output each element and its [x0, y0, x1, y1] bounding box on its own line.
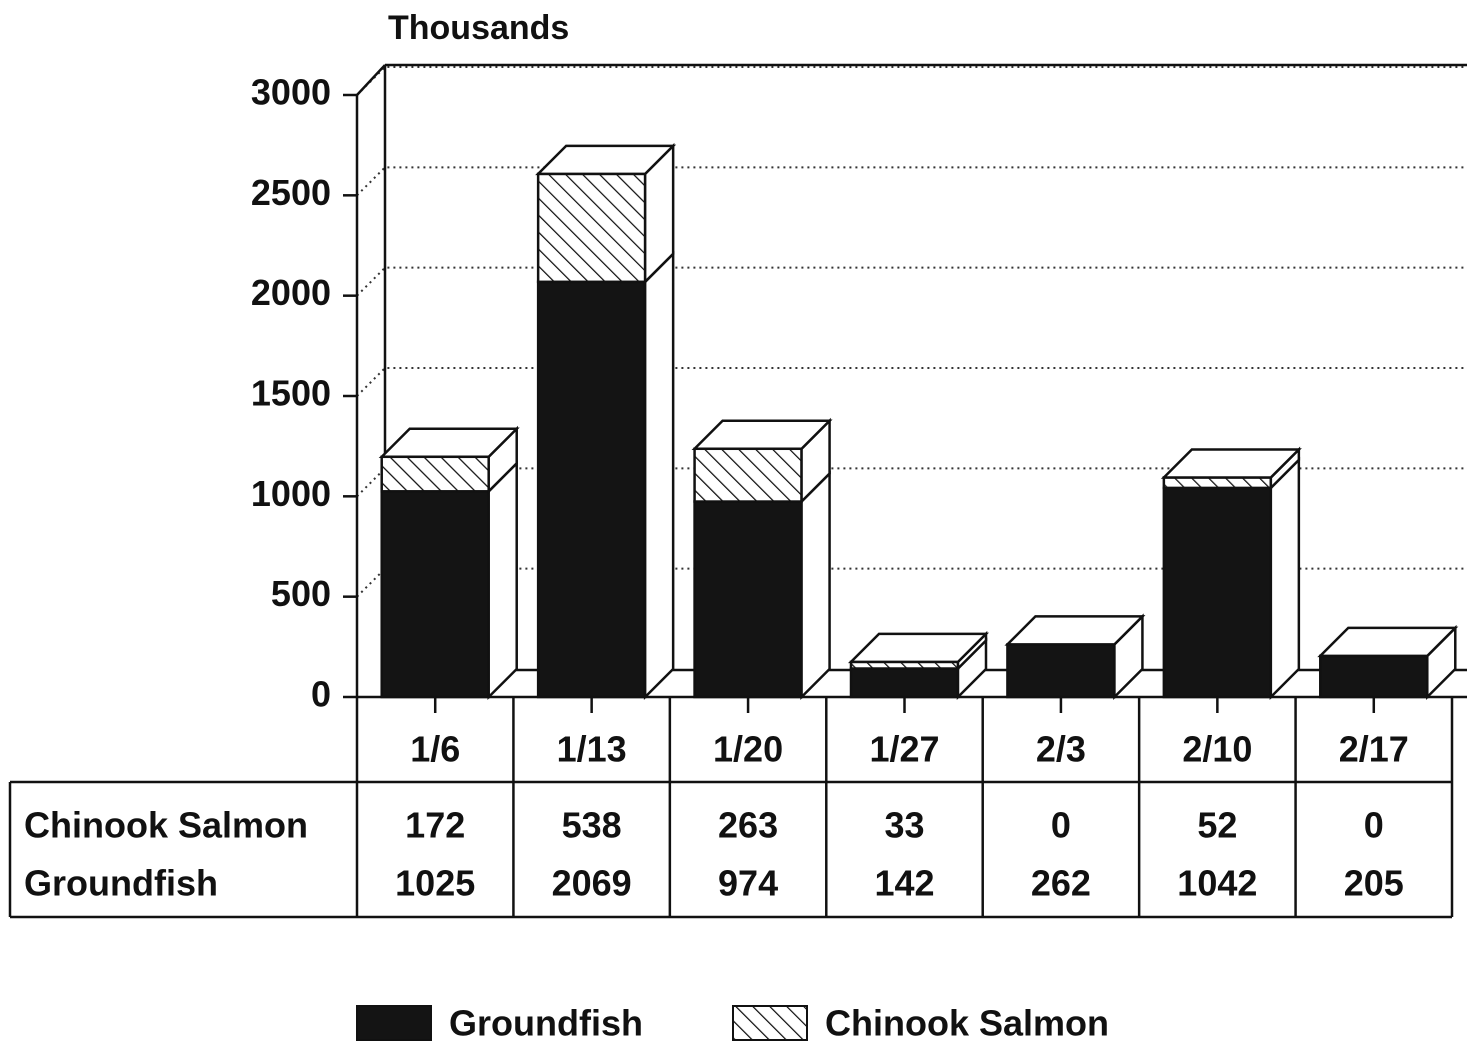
y-axis-label: Thousands — [388, 9, 569, 47]
table-value: 2069 — [552, 863, 632, 904]
bar-segment — [380, 455, 490, 493]
x-tick-label: 1/13 — [557, 729, 627, 770]
axes-frame — [355, 63, 1467, 699]
axis-corner — [356, 64, 386, 96]
bar-side — [800, 470, 831, 701]
x-tick-label: 1/6 — [410, 729, 460, 770]
table-value: 263 — [718, 805, 778, 846]
y-tick-label: 3000 — [251, 72, 331, 113]
y-tick-label: 1500 — [251, 373, 331, 414]
table-value: 142 — [874, 863, 934, 904]
grid-line — [356, 367, 1467, 397]
legend-swatch — [732, 1005, 808, 1041]
table-value: 262 — [1031, 863, 1091, 904]
bar-side — [1269, 456, 1301, 701]
table-value: 1025 — [395, 863, 475, 904]
grid-line — [356, 467, 1467, 498]
y-tick-label: 1000 — [251, 473, 331, 514]
grid-line — [356, 266, 1467, 297]
x-tick-label: 2/17 — [1339, 729, 1409, 770]
grid — [356, 66, 1467, 598]
bar-segment — [693, 500, 803, 699]
table-value: 52 — [1197, 805, 1237, 846]
bar-segment — [536, 172, 647, 284]
table-row-label: Groundfish — [24, 863, 218, 904]
bar-top — [1160, 448, 1302, 479]
table-value: 0 — [1051, 805, 1071, 846]
y-tick-label: 2000 — [251, 272, 331, 313]
bar-top — [691, 419, 833, 451]
x-tick-label: 2/3 — [1036, 729, 1086, 770]
bar-segment — [693, 447, 803, 503]
grid-line — [356, 567, 1467, 598]
x-tick-label: 1/20 — [713, 729, 783, 770]
table-value: 1042 — [1177, 863, 1257, 904]
bar-segment — [1319, 654, 1429, 699]
bar-segment — [1162, 476, 1273, 490]
table-value: 172 — [405, 805, 465, 846]
bar-segment — [380, 490, 490, 699]
bar-top — [535, 144, 677, 176]
table-value: 974 — [718, 863, 778, 904]
y-tick-label: 2500 — [251, 172, 331, 213]
legend-label: Chinook Salmon — [825, 1003, 1109, 1044]
x-tick-label: 1/27 — [869, 729, 939, 770]
x-tick-label: 2/10 — [1182, 729, 1252, 770]
bar-top — [1317, 626, 1459, 658]
y-tick-label: 500 — [271, 573, 331, 614]
grid-line — [356, 66, 1467, 96]
bar-top — [1004, 615, 1146, 646]
bar-segment — [1162, 486, 1273, 699]
table-value: 0 — [1364, 805, 1384, 846]
legend-swatch — [356, 1005, 432, 1041]
table-value: 205 — [1344, 863, 1404, 904]
bar-side — [487, 460, 518, 701]
legend-label: Groundfish — [449, 1003, 643, 1044]
table-row-label: Chinook Salmon — [24, 805, 308, 846]
bar-side — [643, 250, 675, 701]
table-value: 538 — [562, 805, 622, 846]
grid-line — [356, 166, 1467, 197]
bar-segment — [536, 280, 647, 699]
bar-segment — [849, 667, 960, 699]
table-value: 33 — [884, 805, 924, 846]
y-tick-label: 0 — [311, 674, 331, 715]
bar-segment — [1006, 643, 1116, 699]
bar-top — [378, 427, 520, 459]
bar-top — [847, 632, 990, 664]
